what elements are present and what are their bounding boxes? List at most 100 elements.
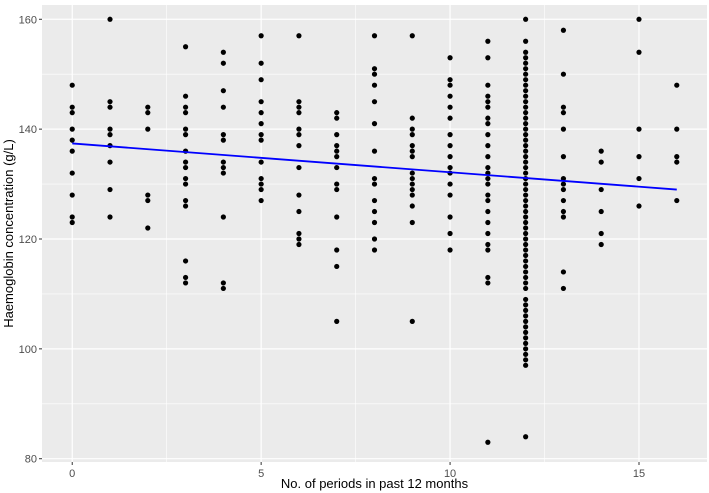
data-point: [107, 214, 113, 220]
x-axis-ticks: 0 5 10 15: [69, 462, 645, 480]
data-point: [69, 170, 75, 176]
data-point: [485, 181, 491, 187]
data-point: [371, 82, 378, 88]
data-point: [334, 164, 340, 171]
data-point: [523, 274, 529, 281]
data-point: [523, 335, 529, 341]
data-point: [220, 60, 226, 66]
data-point: [220, 137, 226, 143]
data-point: [485, 230, 491, 237]
x-tick-label: 15: [633, 468, 645, 480]
data-point: [334, 318, 340, 324]
data-point: [485, 132, 491, 138]
data-point: [334, 263, 340, 270]
data-point: [485, 274, 491, 281]
data-point: [409, 181, 415, 187]
data-point: [296, 192, 302, 198]
data-point: [523, 324, 529, 330]
data-point: [107, 132, 113, 138]
data-point: [334, 110, 340, 116]
data-point: [296, 143, 302, 149]
data-point: [182, 132, 189, 138]
data-point: [296, 208, 302, 215]
data-point: [258, 186, 264, 193]
data-point: [523, 16, 529, 22]
data-point: [523, 60, 529, 66]
data-point: [523, 434, 529, 440]
data-point: [523, 38, 529, 44]
data-point: [523, 55, 529, 61]
data-point: [409, 175, 415, 182]
data-point: [447, 181, 453, 187]
data-point: [485, 38, 491, 44]
x-tick-label: 5: [258, 468, 264, 480]
data-point: [560, 104, 567, 110]
data-point: [523, 351, 529, 357]
data-point: [674, 154, 680, 160]
data-point: [485, 175, 491, 182]
data-point: [598, 208, 604, 215]
data-point: [182, 181, 189, 187]
data-point: [560, 175, 567, 182]
data-point: [523, 115, 529, 121]
data-point: [447, 230, 453, 237]
data-point: [371, 236, 378, 242]
data-point: [485, 247, 491, 253]
y-tick-label: 140: [19, 124, 37, 136]
data-point: [69, 104, 75, 110]
data-point: [560, 154, 567, 160]
data-point: [409, 186, 415, 193]
data-point: [560, 208, 567, 215]
data-point: [371, 175, 378, 182]
data-point: [598, 159, 604, 165]
data-point: [371, 197, 378, 204]
data-point: [296, 104, 302, 110]
data-point: [258, 77, 264, 83]
data-point: [560, 126, 567, 132]
data-point: [523, 88, 529, 94]
trend-line: [72, 142, 677, 191]
data-point: [447, 115, 453, 121]
data-point: [371, 71, 378, 77]
data-point: [523, 170, 529, 176]
data-point: [485, 164, 491, 171]
data-point: [447, 154, 453, 160]
data-point: [69, 214, 75, 220]
data-points: [69, 16, 680, 445]
data-point: [523, 49, 529, 55]
data-point: [182, 104, 189, 110]
data-point: [523, 252, 529, 259]
data-point: [69, 126, 75, 132]
data-point: [258, 33, 264, 39]
data-point: [447, 93, 453, 99]
data-point: [523, 241, 529, 248]
data-point: [598, 230, 604, 237]
data-point: [523, 263, 529, 270]
data-point: [598, 186, 604, 193]
data-point: [409, 203, 415, 209]
data-point: [485, 99, 491, 105]
data-point: [258, 181, 264, 187]
data-point: [296, 132, 302, 138]
data-point: [334, 186, 340, 193]
data-point: [523, 236, 529, 242]
data-point: [485, 241, 491, 248]
data-point: [523, 77, 529, 83]
data-point: [371, 66, 378, 72]
data-point: [296, 110, 302, 116]
data-point: [523, 269, 529, 275]
data-point: [334, 143, 340, 149]
data-point: [145, 110, 151, 116]
data-point: [485, 115, 491, 121]
data-point: [182, 93, 189, 99]
data-point: [523, 307, 529, 313]
data-point: [409, 115, 415, 121]
data-point: [636, 154, 642, 160]
data-point: [182, 126, 189, 132]
data-point: [560, 71, 567, 77]
data-point: [409, 192, 415, 198]
data-point: [523, 192, 529, 198]
data-point: [523, 132, 529, 138]
data-point: [220, 104, 226, 110]
